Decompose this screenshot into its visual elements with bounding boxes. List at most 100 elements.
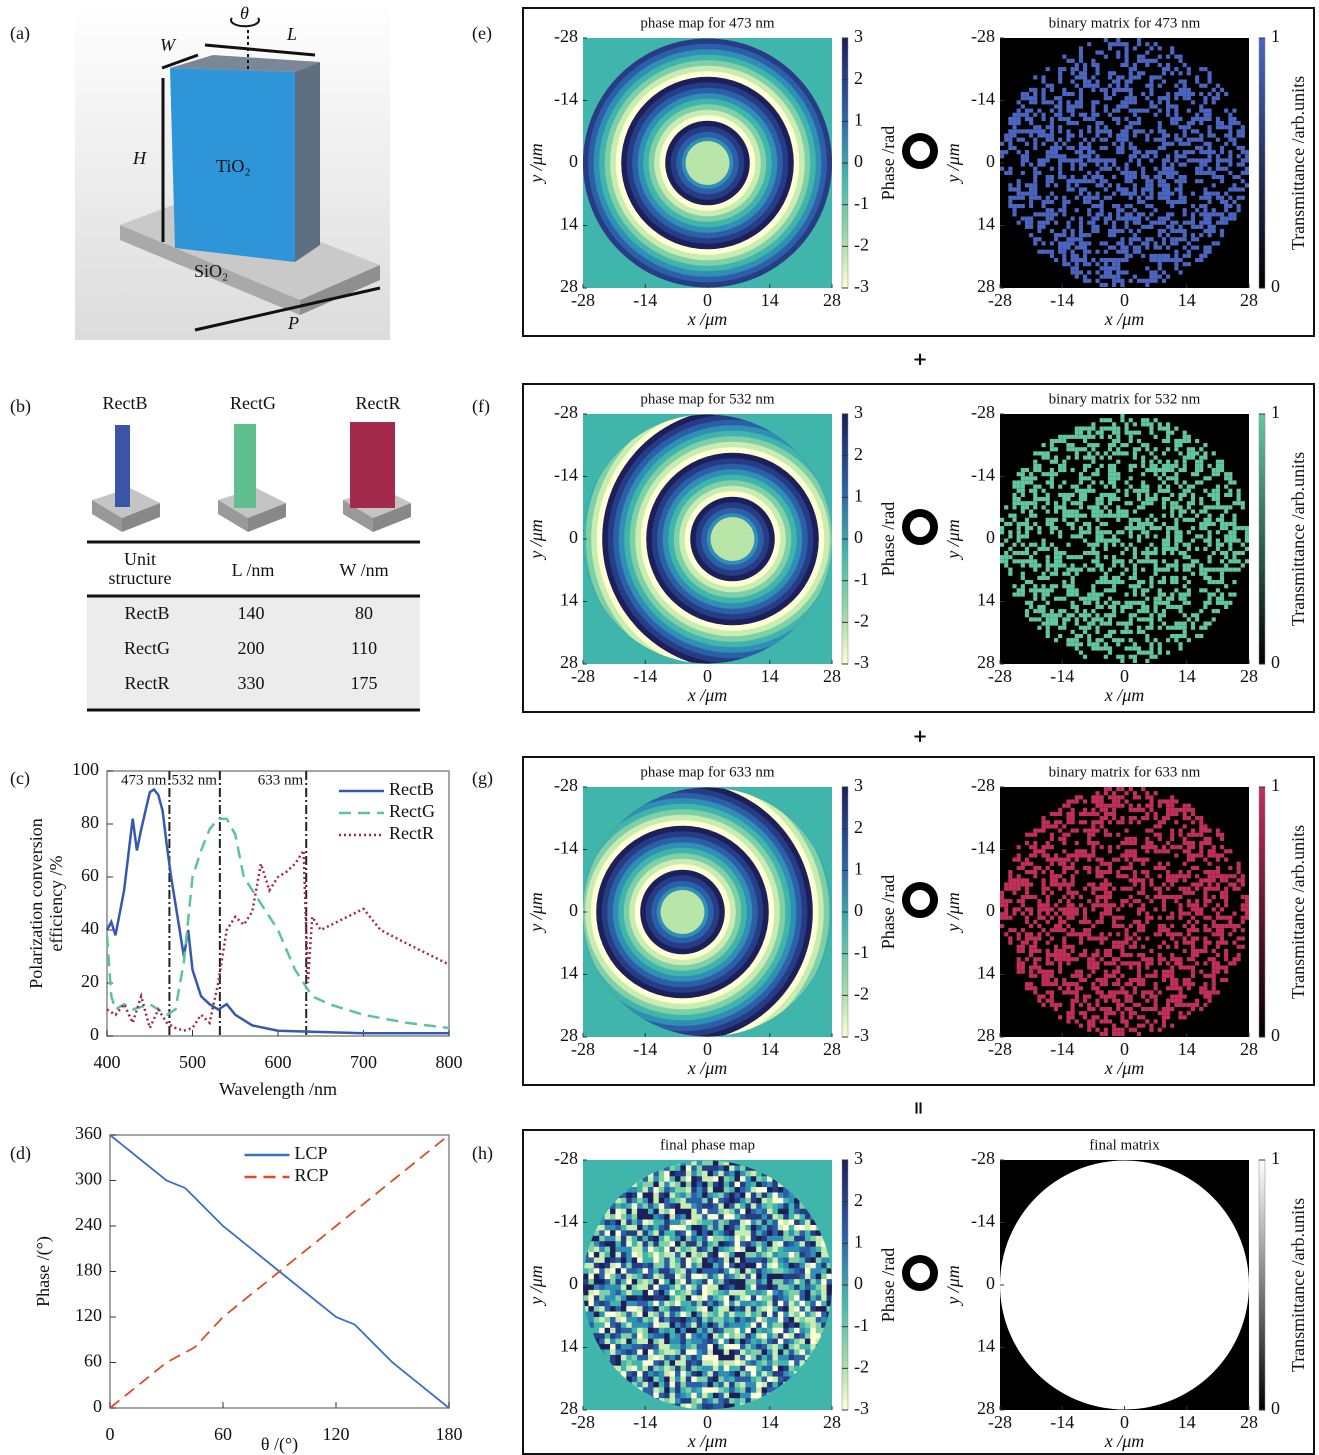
y-tick-label: -28 xyxy=(554,775,578,795)
matrix-cell xyxy=(1112,576,1116,580)
matrix-cell xyxy=(1095,100,1099,104)
matrix-cell xyxy=(1133,878,1137,882)
matrix-cell xyxy=(1025,858,1029,862)
matrix-cell xyxy=(1137,493,1141,497)
phase-cell xyxy=(664,1241,670,1247)
matrix-cell xyxy=(1203,961,1207,965)
matrix-cell xyxy=(1162,978,1166,982)
matrix-cell xyxy=(1083,163,1087,167)
matrix-cell xyxy=(1145,974,1149,978)
matrix-cell xyxy=(1021,509,1025,513)
phase-cell xyxy=(632,1241,638,1247)
matrix-cell xyxy=(1112,613,1116,617)
matrix-cell xyxy=(1195,468,1199,472)
matrix-cell xyxy=(1087,858,1091,862)
x-axis-label: x /μm xyxy=(687,685,728,705)
matrix-cell xyxy=(1208,622,1212,626)
matrix-cell xyxy=(1199,572,1203,576)
table-header: L /nm xyxy=(232,560,275,580)
phase-cell xyxy=(599,1301,605,1307)
colorbar-tick-label: -2 xyxy=(854,610,869,630)
phase-cell xyxy=(621,1285,627,1291)
matrix-cell xyxy=(1220,837,1224,841)
matrix-cell xyxy=(1108,1011,1112,1015)
matrix-cell xyxy=(1125,171,1129,175)
phase-cell xyxy=(637,1306,643,1312)
matrix-cell xyxy=(1203,250,1207,254)
matrix-cell xyxy=(1071,92,1075,96)
matrix-cell xyxy=(1050,858,1054,862)
phase-cell xyxy=(621,1241,627,1247)
matrix-cell xyxy=(1071,187,1075,191)
matrix-cell xyxy=(1166,489,1170,493)
matrix-cell xyxy=(1108,447,1112,451)
matrix-cell xyxy=(1079,853,1083,857)
matrix-cell xyxy=(1054,572,1058,576)
matrix-cell xyxy=(1199,820,1203,824)
matrix-cell xyxy=(1104,953,1108,957)
matrix-cell xyxy=(1087,899,1091,903)
matrix-cell xyxy=(1145,957,1149,961)
matrix-cell xyxy=(1129,196,1133,200)
matrix-cell xyxy=(1021,505,1025,509)
matrix-cell xyxy=(1120,853,1124,857)
phase-cell xyxy=(632,1333,638,1339)
matrix-cell xyxy=(1183,175,1187,179)
matrix-cell xyxy=(1203,974,1207,978)
matrix-cell xyxy=(1095,125,1099,129)
matrix-cell xyxy=(1050,874,1054,878)
matrix-cell xyxy=(1120,945,1124,949)
matrix-cell xyxy=(1141,862,1145,866)
matrix-cell xyxy=(1212,175,1216,179)
matrix-cell xyxy=(1050,845,1054,849)
matrix-cell xyxy=(1195,117,1199,121)
matrix-cell xyxy=(1199,171,1203,175)
matrix-cell xyxy=(1133,795,1137,799)
matrix-cell xyxy=(1108,501,1112,505)
matrix-cell xyxy=(1154,849,1158,853)
matrix-cell xyxy=(1008,899,1012,903)
matrix-cell xyxy=(1199,225,1203,229)
matrix-cell xyxy=(1108,71,1112,75)
matrix-cell xyxy=(1191,974,1195,978)
matrix-cell xyxy=(1208,129,1212,133)
phase-cell xyxy=(659,1274,665,1280)
matrix-cell xyxy=(1037,576,1041,580)
matrix-cell xyxy=(1212,568,1216,572)
y-tick-label: 28 xyxy=(560,276,578,296)
matrix-cell xyxy=(1203,895,1207,899)
matrix-cell xyxy=(1216,912,1220,916)
matrix-cell xyxy=(1054,820,1058,824)
matrix-cell xyxy=(1095,530,1099,534)
matrix-cell xyxy=(1120,816,1124,820)
table-header: structure xyxy=(109,568,172,588)
matrix-cell xyxy=(1195,634,1199,638)
matrix-cell xyxy=(1062,435,1066,439)
matrix-cell xyxy=(1220,505,1224,509)
matrix-cell xyxy=(1187,71,1191,75)
matrix-cell xyxy=(1145,522,1149,526)
matrix-cell xyxy=(1145,63,1149,67)
matrix-cell xyxy=(1021,480,1025,484)
matrix-cell xyxy=(1004,907,1008,911)
matrix-cell xyxy=(1033,949,1037,953)
phase-cell xyxy=(648,1333,654,1339)
matrix-cell xyxy=(1224,485,1228,489)
matrix-cell xyxy=(1108,476,1112,480)
matrix-cell xyxy=(1025,129,1029,133)
matrix-cell xyxy=(1116,1003,1120,1007)
matrix-cell xyxy=(1058,439,1062,443)
matrix-cell xyxy=(1170,505,1174,509)
x-tick-label: 0 xyxy=(703,666,712,686)
matrix-cell xyxy=(1149,183,1153,187)
phase-cell xyxy=(610,1274,616,1280)
matrix-cell xyxy=(1008,555,1012,559)
matrix-cell xyxy=(1125,791,1129,795)
y-tick-label: 0 xyxy=(569,527,578,547)
matrix-cell xyxy=(1187,920,1191,924)
matrix-cell xyxy=(1178,443,1182,447)
phase-cell xyxy=(626,1209,632,1215)
matrix-cell xyxy=(1158,580,1162,584)
matrix-cell xyxy=(1216,970,1220,974)
matrix-cell xyxy=(1228,924,1232,928)
